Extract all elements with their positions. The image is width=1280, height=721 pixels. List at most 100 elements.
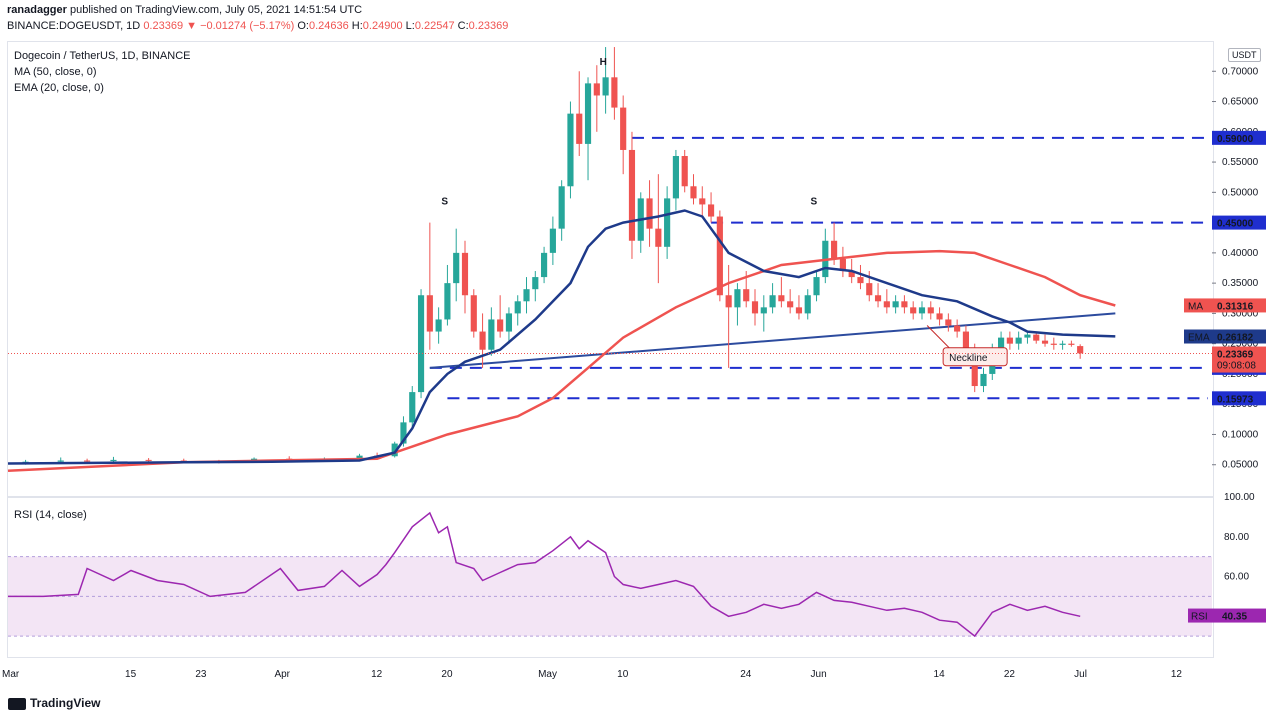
price-panel[interactable]	[7, 41, 1214, 497]
candle-body[interactable]	[567, 113, 574, 187]
candle-body[interactable]	[672, 156, 679, 199]
candle-body[interactable]	[461, 252, 469, 296]
candle-body[interactable]	[831, 240, 838, 259]
level-price-label: 0.45000	[1217, 219, 1254, 230]
candle-body[interactable]	[400, 422, 407, 444]
candle-body[interactable]	[57, 460, 64, 462]
chart-legend: Dogecoin / TetherUS, 1D, BINANCE MA (50,…	[14, 48, 190, 96]
rsi-tag-bg	[1188, 608, 1212, 623]
candle-body[interactable]	[743, 289, 750, 302]
candle-body[interactable]	[1077, 346, 1084, 354]
candle-body[interactable]	[962, 331, 970, 350]
neckline-trendline[interactable]	[429, 312, 1116, 369]
candle-body[interactable]	[558, 186, 565, 229]
candle-body[interactable]	[813, 277, 820, 296]
candle-body[interactable]	[409, 392, 416, 423]
time-axis-tick: Jul	[1074, 669, 1087, 680]
candle-body[interactable]	[778, 295, 785, 302]
neckline-callout-box[interactable]	[942, 347, 1008, 367]
candle-body[interactable]	[998, 337, 1005, 350]
candle-body[interactable]	[145, 459, 152, 461]
candle-body[interactable]	[874, 295, 882, 302]
author-name[interactable]: ranadagger	[7, 4, 67, 16]
tradingview-logo[interactable]: TradingView	[8, 696, 100, 710]
candle-body[interactable]	[707, 204, 715, 217]
candle-body[interactable]	[664, 198, 671, 247]
candle-body[interactable]	[646, 198, 653, 229]
candle-body[interactable]	[945, 319, 952, 326]
candle-body[interactable]	[497, 319, 504, 332]
candle-body[interactable]	[505, 313, 513, 332]
ema20-line[interactable]	[7, 209, 1116, 465]
candle-body[interactable]	[918, 307, 926, 314]
candle-body[interactable]	[514, 301, 521, 314]
candle-body[interactable]	[910, 307, 917, 314]
candle-body[interactable]	[760, 307, 767, 314]
candle-body[interactable]	[611, 77, 618, 108]
candle-body[interactable]	[576, 113, 583, 144]
candle-body[interactable]	[716, 216, 723, 296]
candle-body[interactable]	[1041, 340, 1049, 344]
candle-body[interactable]	[690, 186, 697, 199]
candle-body[interactable]	[470, 295, 477, 332]
rsi-tag: RSI	[1191, 612, 1208, 623]
candle-body[interactable]	[391, 443, 398, 457]
candle-body[interactable]	[584, 83, 592, 144]
candle-body[interactable]	[453, 252, 460, 284]
level-price-label-bg	[1212, 215, 1266, 230]
candle-body[interactable]	[787, 301, 794, 308]
candle-body[interactable]	[488, 319, 495, 350]
candle-body[interactable]	[839, 258, 846, 272]
candle-body[interactable]	[628, 149, 636, 241]
candle-body[interactable]	[725, 295, 732, 308]
candle-body[interactable]	[901, 301, 908, 308]
candle-body[interactable]	[620, 107, 627, 150]
candle-body[interactable]	[110, 459, 117, 462]
candle-body[interactable]	[417, 295, 425, 393]
candle-body[interactable]	[971, 349, 978, 387]
candle-body[interactable]	[857, 277, 864, 284]
candle-body[interactable]	[532, 277, 539, 290]
candle-body[interactable]	[734, 289, 741, 308]
candle-body[interactable]	[593, 83, 600, 96]
candle-body[interactable]	[655, 228, 662, 247]
candle-body[interactable]	[681, 156, 688, 187]
indicator-tag-bg	[1184, 329, 1212, 344]
candle-body[interactable]	[444, 283, 451, 320]
candle-body[interactable]	[1033, 334, 1040, 341]
candle-body[interactable]	[426, 295, 433, 332]
candle-body[interactable]	[1024, 334, 1031, 338]
candle-body[interactable]	[435, 319, 442, 332]
candle-body[interactable]	[1059, 343, 1066, 345]
candle-body[interactable]	[1015, 337, 1022, 344]
candle-body[interactable]	[541, 252, 548, 278]
candle-body[interactable]	[1050, 343, 1057, 345]
candle-body[interactable]	[523, 289, 530, 302]
candle-body[interactable]	[549, 228, 556, 253]
candle-body[interactable]	[602, 77, 609, 96]
candle-body[interactable]	[769, 295, 776, 308]
currency-button[interactable]: USDT	[1228, 48, 1261, 62]
candle-body[interactable]	[84, 460, 91, 462]
candle-body[interactable]	[883, 301, 890, 308]
price-axis-tick: 0.55000	[1222, 157, 1259, 168]
footer-brand: TradingView	[30, 696, 101, 710]
candle-body[interactable]	[866, 283, 873, 296]
candle-body[interactable]	[954, 325, 961, 332]
candle-body[interactable]	[927, 307, 934, 314]
candle-body[interactable]	[1006, 337, 1013, 344]
candle-body[interactable]	[1068, 343, 1075, 345]
candle-body[interactable]	[892, 301, 899, 308]
candle-body[interactable]	[936, 313, 943, 320]
price-axis-tick: 0.40000	[1222, 248, 1259, 259]
candle-body[interactable]	[980, 373, 987, 387]
rsi-line[interactable]	[8, 511, 1081, 638]
candle-body[interactable]	[804, 295, 811, 314]
candle-body[interactable]	[699, 198, 706, 205]
candle-body[interactable]	[751, 301, 759, 314]
candle-body[interactable]	[848, 271, 855, 278]
candle-body[interactable]	[795, 307, 803, 314]
candle-body[interactable]	[356, 455, 363, 459]
candle-body[interactable]	[479, 331, 486, 350]
